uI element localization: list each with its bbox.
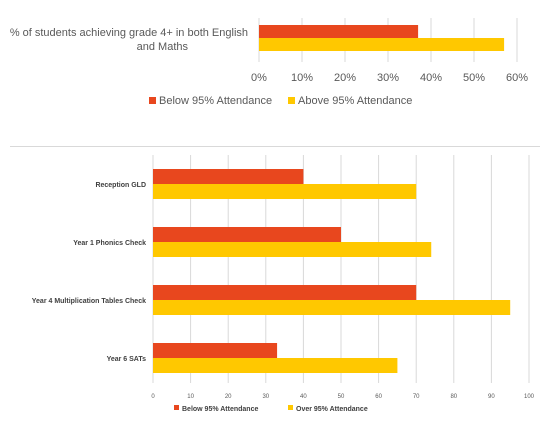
- bar-below: [259, 25, 419, 38]
- x-tick-label: 80: [450, 394, 457, 400]
- category-label: % of students achieving grade 4+ in both…: [10, 27, 248, 53]
- bar-over: [153, 358, 398, 373]
- x-tick-label: 100: [524, 394, 535, 400]
- bar-above: [259, 38, 505, 51]
- legend-swatch: [149, 97, 156, 104]
- bar-over: [153, 300, 511, 315]
- x-tick-label: 50: [338, 394, 345, 400]
- chart-top: 0% 10% 20% 30% 40% 50% 60% % of students achiev…: [10, 18, 528, 107]
- bar-over: [153, 242, 432, 257]
- x-tick-label: 70: [413, 394, 420, 400]
- legend-swatch: [288, 97, 295, 104]
- category-label: Reception GLD: [95, 182, 146, 189]
- x-tick-label: 0: [151, 394, 155, 400]
- x-tick-label: 10%: [291, 72, 313, 84]
- x-tick-label: 60%: [506, 72, 528, 84]
- category-label: Year 1 Phonics Check: [73, 240, 146, 247]
- x-tick-label: 40%: [420, 72, 442, 84]
- bar-below: [153, 343, 278, 358]
- x-tick-label: 0%: [251, 72, 267, 84]
- x-tick-label: 60: [375, 394, 382, 400]
- bar-over: [153, 184, 417, 199]
- x-tick-label: 30%: [377, 72, 399, 84]
- x-tick-label: 20: [225, 394, 232, 400]
- bar-below: [153, 227, 341, 242]
- x-tick-label: 40: [300, 394, 307, 400]
- category-label: Year 4 Multiplication Tables Check: [32, 298, 146, 305]
- legend-swatch: [288, 405, 293, 410]
- legend-swatch: [174, 405, 179, 410]
- legend-entry: Over 95% Attendance: [296, 406, 368, 413]
- x-tick-label: 20%: [334, 72, 356, 84]
- legend-entry: Below 95% Attendance: [159, 95, 272, 107]
- x-tick-label: 90: [488, 394, 495, 400]
- legend-entry: Above 95% Attendance: [298, 95, 412, 107]
- x-tick-label: 10: [187, 394, 194, 400]
- bar-below: [153, 285, 417, 300]
- legend-entry: Below 95% Attendance: [182, 406, 258, 413]
- x-tick-label: 50%: [463, 72, 485, 84]
- category-label: Year 6 SATs: [107, 356, 147, 363]
- chart-divider: [10, 146, 540, 147]
- bar-below: [153, 169, 304, 184]
- x-tick-label: 30: [262, 394, 269, 400]
